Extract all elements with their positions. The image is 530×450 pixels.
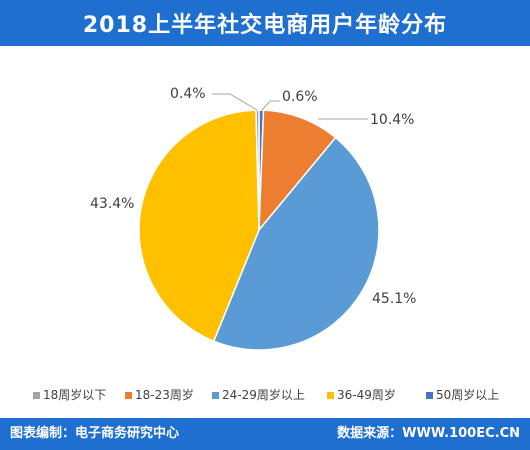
data-labels: 0.6% 10.4% 45.1% 43.4% 0.4% bbox=[90, 86, 416, 307]
page-title: 2018上半年社交电商用户年龄分布 bbox=[0, 0, 530, 46]
legend: 18周岁以下 18-23周岁 24-29周岁以上 36-49周岁 50周岁以上 bbox=[33, 387, 499, 402]
data-label: 45.1% bbox=[372, 291, 416, 307]
footer-credit: 图表编制：电子商务研究中心 bbox=[10, 426, 180, 441]
legend-swatch bbox=[426, 392, 433, 399]
chart-area: 0.6% 10.4% 45.1% 43.4% 0.4% 18周岁以下 18-23周岁 24-… bbox=[0, 46, 530, 418]
pie-slice bbox=[255, 109, 260, 231]
legend-label: 18周岁以下 bbox=[43, 387, 106, 402]
leader-lines bbox=[212, 93, 368, 120]
pie-slice bbox=[212, 136, 380, 351]
legend-swatch bbox=[33, 392, 40, 399]
legend-swatch bbox=[125, 392, 132, 399]
leader-line bbox=[261, 100, 280, 111]
data-label: 0.4% bbox=[170, 86, 206, 102]
legend-label: 50周岁以上 bbox=[436, 387, 499, 402]
data-label: 0.6% bbox=[282, 89, 318, 105]
pie-slice bbox=[258, 109, 337, 233]
legend-swatch bbox=[212, 392, 219, 399]
leader-line bbox=[212, 93, 258, 111]
data-label: 10.4% bbox=[370, 112, 414, 128]
footer-source: 数据来源：WWW.100EC.CN bbox=[337, 426, 520, 441]
footer-bar: 图表编制：电子商务研究中心 数据来源：WWW.100EC.CN bbox=[0, 418, 530, 450]
pie-chart: 0.6% 10.4% 45.1% 43.4% 0.4% 18周岁以下 18-23周岁 24-… bbox=[33, 86, 499, 402]
data-label: 43.4% bbox=[90, 196, 134, 212]
legend-swatch bbox=[327, 392, 334, 399]
legend-label: 18-23周岁 bbox=[135, 387, 194, 402]
legend-label: 36-49周岁 bbox=[337, 387, 396, 402]
pie-slices bbox=[138, 109, 380, 351]
legend-label: 24-29周岁以上 bbox=[222, 387, 305, 402]
pie-slice bbox=[138, 109, 260, 343]
